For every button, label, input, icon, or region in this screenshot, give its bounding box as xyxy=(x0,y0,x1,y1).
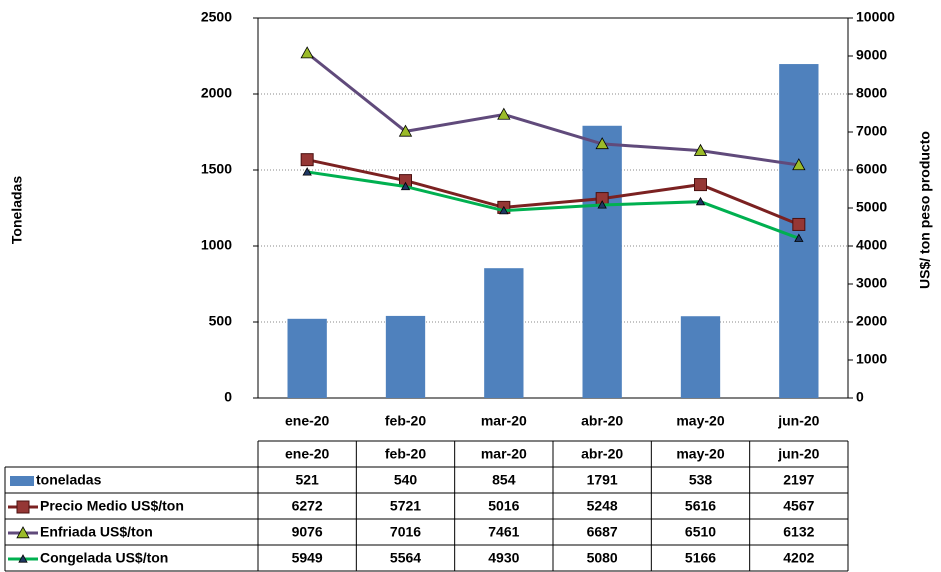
marker xyxy=(695,196,706,206)
y2-tick-label: 5000 xyxy=(856,199,887,215)
y2-tick-label: 7000 xyxy=(856,123,887,139)
marker xyxy=(497,107,511,120)
marker xyxy=(398,124,413,137)
table-value: 5080 xyxy=(587,550,618,566)
table-value: 6132 xyxy=(783,524,814,540)
y-tick-label: 500 xyxy=(209,313,233,329)
legend-key xyxy=(10,476,34,486)
table-value: 5721 xyxy=(390,498,421,514)
marker xyxy=(694,178,707,192)
line xyxy=(306,158,800,226)
y2-axis-label: US$/ ton peso producto xyxy=(917,131,933,289)
x-tick-label: mar-20 xyxy=(481,413,527,429)
table-value: 5016 xyxy=(488,498,519,514)
marker xyxy=(595,137,609,150)
marker xyxy=(693,143,708,156)
table-value: 854 xyxy=(492,472,516,488)
x-tick-label: may-20 xyxy=(676,413,724,429)
y2-tick-label: 2000 xyxy=(856,313,887,329)
marker xyxy=(597,200,607,209)
y2-tick-label: 8000 xyxy=(856,85,887,101)
table-value: 5616 xyxy=(685,498,716,514)
y2-tick-label: 9000 xyxy=(856,47,887,63)
y2-tick-label: 1000 xyxy=(856,351,887,367)
table-value: 4930 xyxy=(488,550,519,566)
table-value: 6687 xyxy=(587,524,618,540)
bar xyxy=(385,315,426,398)
y2-tick-label: 4000 xyxy=(856,237,887,253)
table-value: 521 xyxy=(295,472,319,488)
y-tick-label: 1500 xyxy=(201,161,232,177)
marker xyxy=(16,526,30,539)
table-value: 4202 xyxy=(783,550,814,566)
marker xyxy=(302,167,312,176)
bar xyxy=(287,318,327,398)
table-value: 7016 xyxy=(390,524,421,540)
table-value: 538 xyxy=(689,472,713,488)
marker xyxy=(499,205,509,215)
table-value: 540 xyxy=(394,472,418,488)
table-header: jun-20 xyxy=(777,446,819,462)
legend-label: Congelada US$/ton xyxy=(40,550,168,566)
table-value: 5949 xyxy=(292,550,323,566)
table-header: abr-20 xyxy=(581,446,623,462)
legend-label: Enfriada US$/ton xyxy=(40,524,153,540)
table-value: 9076 xyxy=(292,524,323,540)
x-tick-label: jun-20 xyxy=(777,413,819,429)
table-value: 2197 xyxy=(783,472,814,488)
bar xyxy=(680,316,721,398)
table-header: mar-20 xyxy=(481,446,527,462)
legend-label: toneladas xyxy=(36,472,102,488)
table-value: 5166 xyxy=(685,550,716,566)
table-header: may-20 xyxy=(676,446,724,462)
marker xyxy=(18,554,28,563)
y-tick-label: 2000 xyxy=(201,85,232,101)
x-tick-label: ene-20 xyxy=(285,413,330,429)
table-value: 5248 xyxy=(587,498,618,514)
marker xyxy=(792,158,806,171)
marker xyxy=(400,181,411,191)
marker xyxy=(300,153,314,167)
table-value: 7461 xyxy=(488,524,519,540)
marker xyxy=(794,233,804,242)
y-tick-label: 0 xyxy=(224,389,232,405)
line xyxy=(306,51,800,167)
line xyxy=(306,170,800,240)
marker xyxy=(16,500,30,514)
bar xyxy=(484,268,524,398)
y2-tick-label: 3000 xyxy=(856,275,887,291)
legend-label: Precio Medio US$/ton xyxy=(40,498,184,514)
y2-tick-label: 0 xyxy=(856,389,864,405)
y-tick-label: 2500 xyxy=(201,9,232,25)
y2-tick-label: 6000 xyxy=(856,161,887,177)
table-value: 6272 xyxy=(292,498,323,514)
bar xyxy=(779,64,819,398)
table-header: ene-20 xyxy=(285,446,330,462)
bar xyxy=(582,125,622,398)
table-value: 1791 xyxy=(587,472,618,488)
y2-tick-label: 10000 xyxy=(856,9,895,25)
x-tick-label: abr-20 xyxy=(581,413,623,429)
table-header: feb-20 xyxy=(385,446,426,462)
y-tick-label: 1000 xyxy=(201,237,232,253)
marker xyxy=(300,46,314,59)
table-value: 4567 xyxy=(783,498,814,514)
table-value: 5564 xyxy=(390,550,421,566)
marker xyxy=(792,217,806,231)
plot-frame xyxy=(257,17,849,399)
y-axis-label: Toneladas xyxy=(9,176,25,244)
x-tick-label: feb-20 xyxy=(385,413,426,429)
table-value: 6510 xyxy=(685,524,716,540)
